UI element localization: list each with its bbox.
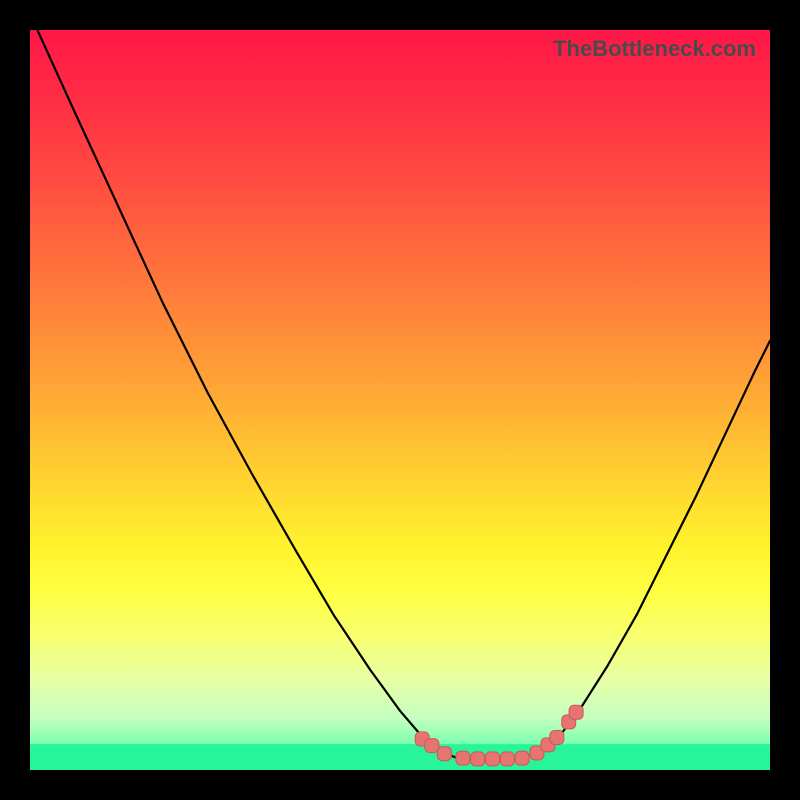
curve-marker <box>515 751 529 765</box>
curve-marker <box>471 752 485 766</box>
curve-marker <box>486 752 500 766</box>
chart-frame: TheBottleneck.com <box>0 0 800 800</box>
curve-marker <box>425 739 439 753</box>
curve-marker <box>456 751 470 765</box>
curve-marker <box>550 730 564 744</box>
watermark-text: TheBottleneck.com <box>553 36 756 62</box>
plot-area <box>30 30 770 770</box>
green-band <box>30 744 770 770</box>
curve-marker <box>437 747 451 761</box>
gradient-background <box>30 30 770 770</box>
curve-marker <box>500 752 514 766</box>
curve-layer <box>30 30 770 770</box>
curve-marker <box>569 705 583 719</box>
